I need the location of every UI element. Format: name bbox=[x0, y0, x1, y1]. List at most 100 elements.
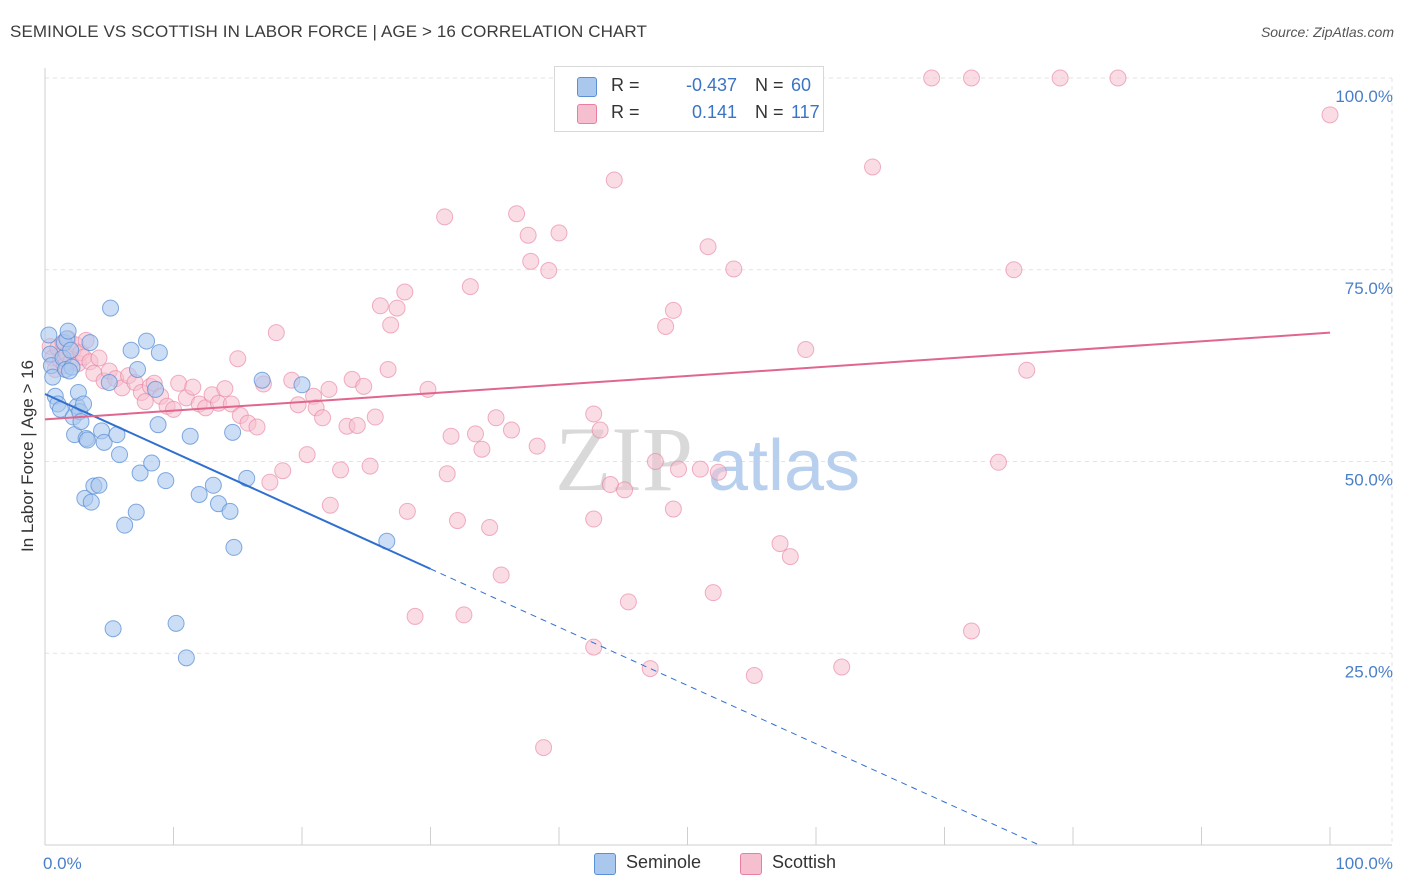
seminole-point bbox=[147, 380, 165, 398]
scottish-point bbox=[379, 360, 397, 378]
legend-r-value: -0.437 bbox=[685, 75, 737, 95]
seminole-point bbox=[81, 334, 99, 352]
scottish-swatch bbox=[577, 104, 597, 124]
legend-r-label: R = bbox=[611, 75, 640, 95]
seminole-point bbox=[221, 502, 239, 520]
scottish-point bbox=[366, 408, 384, 426]
legend-label-seminole: Seminole bbox=[626, 852, 702, 872]
scottish-point bbox=[436, 208, 454, 226]
x-tick-label-min: 0.0% bbox=[43, 854, 82, 873]
legend-n-label: N = bbox=[755, 102, 784, 122]
grid-lines bbox=[45, 77, 1393, 845]
watermark: ZIP atlas bbox=[555, 408, 860, 510]
scottish-point bbox=[398, 502, 416, 520]
seminole-point bbox=[59, 322, 77, 340]
legend-r-label: R = bbox=[611, 102, 640, 122]
seminole-point bbox=[150, 344, 168, 362]
scottish-point bbox=[989, 453, 1007, 471]
scottish-point bbox=[535, 739, 553, 757]
scottish-point bbox=[585, 638, 603, 656]
scottish-point bbox=[136, 393, 154, 411]
series-legend: Seminole Scottish bbox=[0, 852, 1406, 878]
scottish-point bbox=[216, 380, 234, 398]
y-tick-label: 25.0% bbox=[1345, 662, 1393, 681]
seminole-point bbox=[149, 416, 167, 434]
scottish-point bbox=[540, 262, 558, 280]
scottish-point bbox=[455, 606, 473, 624]
scottish-point bbox=[448, 512, 466, 530]
seminole-trend-extension bbox=[430, 568, 1042, 847]
scottish-point bbox=[833, 658, 851, 676]
scottish-point bbox=[90, 349, 108, 367]
seminole-point bbox=[116, 516, 134, 534]
seminole-point bbox=[40, 326, 58, 344]
seminole-point bbox=[62, 341, 80, 359]
seminole-point bbox=[100, 373, 118, 391]
seminole-point bbox=[190, 485, 208, 503]
scottish-point bbox=[797, 341, 815, 359]
scottish-point bbox=[585, 405, 603, 423]
scottish-point bbox=[320, 380, 338, 398]
watermark-atlas: atlas bbox=[708, 426, 860, 506]
seminole-point bbox=[157, 472, 175, 490]
legend-n-value: 117 bbox=[791, 102, 820, 122]
scottish-point bbox=[170, 374, 188, 392]
scottish-point bbox=[619, 593, 637, 611]
scottish-point bbox=[261, 473, 279, 491]
scottish-point bbox=[267, 324, 285, 342]
scottish-point bbox=[664, 301, 682, 319]
trend-lines bbox=[44, 331, 1331, 847]
scottish-point bbox=[585, 510, 603, 528]
scottish-point bbox=[616, 481, 634, 499]
scottish-point bbox=[473, 440, 491, 458]
scottish-point bbox=[487, 409, 505, 427]
legend-r-value: 0.141 bbox=[691, 102, 737, 122]
scottish-point bbox=[1109, 69, 1127, 87]
seminole-point bbox=[224, 423, 242, 441]
scottish-point bbox=[528, 437, 546, 455]
scottish-point bbox=[1321, 106, 1339, 124]
y-tick-label: 50.0% bbox=[1345, 471, 1393, 490]
seminole-point bbox=[177, 649, 195, 667]
scottish-trend-line bbox=[44, 331, 1331, 421]
scottish-point bbox=[641, 660, 659, 678]
seminole-point bbox=[95, 433, 113, 451]
scottish-point bbox=[355, 377, 373, 395]
scottish-point bbox=[248, 418, 266, 436]
scottish-point bbox=[962, 69, 980, 87]
scottish-point bbox=[962, 622, 980, 640]
scottish-point bbox=[519, 226, 537, 244]
scottish-point bbox=[646, 453, 664, 470]
legend-n-label: N = bbox=[755, 75, 784, 95]
scottish-point bbox=[361, 457, 379, 475]
seminole-point bbox=[60, 362, 78, 380]
scottish-point bbox=[664, 500, 682, 518]
scottish-point bbox=[438, 465, 456, 483]
scottish-point bbox=[605, 171, 623, 189]
seminole-point bbox=[82, 493, 100, 511]
scottish-point bbox=[442, 427, 460, 445]
seminole-point bbox=[138, 332, 156, 350]
axes bbox=[44, 68, 1392, 846]
scottish-point bbox=[184, 378, 202, 396]
scottish-point bbox=[725, 260, 743, 278]
scottish-point bbox=[419, 380, 437, 398]
seminole-point bbox=[127, 503, 145, 521]
scottish-point bbox=[229, 350, 247, 368]
legend-n-value: 60 bbox=[791, 75, 812, 95]
scottish-point bbox=[923, 69, 941, 87]
scottish-point bbox=[1051, 69, 1069, 87]
x-tick-label-max: 100.0% bbox=[1335, 854, 1393, 873]
scottish-point bbox=[601, 476, 619, 494]
scottish-point bbox=[371, 297, 389, 315]
scottish-point bbox=[274, 462, 292, 480]
tick-labels: 25.0% 50.0% 75.0% 100.0% 0.0% 100.0% bbox=[43, 87, 1393, 873]
scottish-point bbox=[406, 607, 424, 625]
scottish-point bbox=[691, 460, 709, 478]
seminole-trend-line bbox=[44, 393, 431, 570]
scottish-point bbox=[781, 548, 799, 566]
scottish-point bbox=[864, 158, 882, 176]
scottish-point bbox=[508, 205, 526, 223]
scottish-points bbox=[41, 69, 1339, 757]
